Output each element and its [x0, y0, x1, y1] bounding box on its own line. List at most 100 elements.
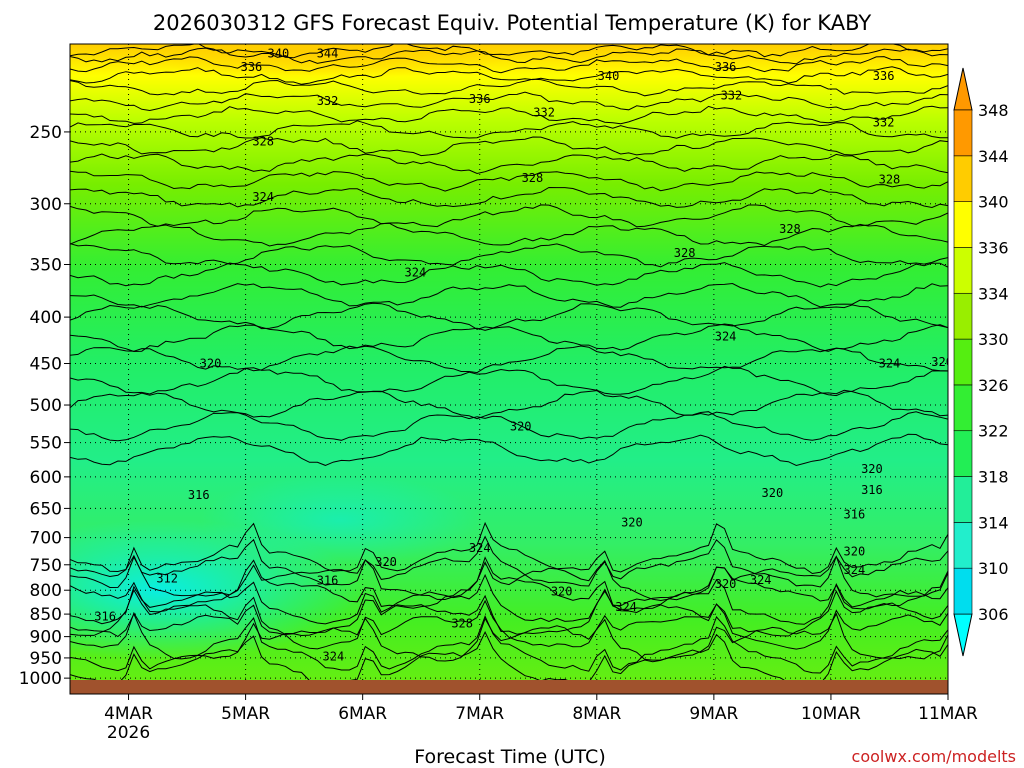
contour-label-text: 324: [715, 329, 737, 343]
contour-label: 316: [861, 483, 883, 497]
x-tick-label: 6MAR: [338, 704, 387, 724]
contour-label-text: 320: [715, 577, 737, 591]
colorbar-tick-label: 340: [978, 193, 1009, 212]
contour-label: 336: [715, 60, 737, 74]
contour-label-text: 336: [873, 69, 895, 83]
contour-label: 324: [405, 265, 427, 279]
colorbar-segment: [953, 338, 973, 386]
contour-label: 316: [317, 574, 339, 588]
contour-label: 320: [200, 357, 222, 371]
contour-line: [70, 612, 948, 662]
contour-label: 324: [844, 563, 866, 577]
contour-line: [70, 186, 948, 209]
colorbar-tick-label: 344: [978, 147, 1009, 166]
contour-label: 332: [721, 89, 743, 103]
contour-line: [70, 78, 948, 97]
contour-label-text: 316: [317, 574, 339, 588]
contour-label-text: 320: [762, 486, 784, 500]
contour-label: 324: [323, 650, 345, 664]
colorbar-segment: [953, 567, 973, 615]
contour-label-text: 328: [674, 246, 696, 260]
contour-label: 320: [375, 555, 397, 569]
contour-line: [70, 365, 948, 397]
contour-label-text: 332: [721, 89, 743, 103]
x-tick-label: 4MAR: [104, 704, 153, 724]
contour-label-text: 328: [522, 171, 544, 185]
contour-label-text: 320: [861, 462, 883, 476]
colorbar-tick-label: 322: [978, 422, 1009, 441]
colorbar-segment: [953, 384, 973, 432]
contour-label-text: 320: [551, 585, 573, 599]
contour-label: 320: [762, 486, 784, 500]
contour-label: 336: [873, 69, 895, 83]
y-axis: 250 300 350 400 450 500 550 600 650 700 750 800 850 9…: [19, 123, 70, 689]
contour-lines: [70, 44, 948, 684]
colorbar-tick-label: 314: [978, 513, 1009, 532]
contour-label: 320: [715, 577, 737, 591]
contour-label-text: 320: [200, 357, 222, 371]
contour-label-text: 324: [844, 563, 866, 577]
contour-line: [70, 282, 948, 308]
contour-label: 336: [241, 60, 263, 74]
plot-area: 336 340 344 340 336 336 336 332 332 332 332 328 328 3…: [70, 44, 948, 684]
x-tick-label: 7MAR: [455, 704, 504, 724]
y-tick-label: 500: [30, 396, 62, 416]
contour-label: 320: [621, 516, 643, 530]
contour-label-text: 312: [156, 572, 178, 586]
contour-label: 324: [750, 573, 772, 587]
y-tick-label: 900: [30, 628, 62, 648]
contour-line: [70, 170, 948, 192]
colorbar-tick-label: 336: [978, 238, 1009, 257]
y-tick-label: 850: [30, 605, 62, 625]
contour-label: 328: [522, 171, 544, 185]
contour-label: 320: [510, 419, 532, 433]
contour-label-text: 324: [879, 357, 901, 371]
contour-line: [70, 630, 948, 684]
contour-label: 328: [252, 134, 274, 148]
contour-line: [70, 614, 948, 674]
contour-line: [70, 588, 948, 637]
y-tick-label: 800: [30, 581, 62, 601]
contour-label-text: 336: [469, 92, 491, 106]
chart-title: 2026030312 GFS Forecast Equiv. Potential…: [153, 11, 871, 35]
contour-label: 324: [252, 190, 274, 204]
contour-label: 336: [469, 92, 491, 106]
contour-line: [70, 554, 948, 602]
y-tick-label: 950: [30, 649, 62, 669]
colorbar-tick-label: 310: [978, 559, 1009, 578]
contour-label: 328: [451, 616, 473, 630]
contour-line: [70, 91, 948, 112]
contour-label-text: 340: [598, 69, 620, 83]
x-tick-label: 11MAR: [918, 704, 978, 724]
contour-label-text: 328: [779, 222, 801, 236]
contour-label: 332: [533, 106, 555, 120]
colorbar-tick-label: 348: [978, 101, 1009, 120]
cool-region-2: [200, 475, 480, 565]
contour-label-text: 340: [268, 47, 290, 61]
contour-label: 324: [879, 357, 901, 371]
colorbar-segment: [953, 247, 973, 294]
contour-label-text: 336: [241, 60, 263, 74]
colorbar-tick-label: 330: [978, 330, 1009, 349]
contour-label: 324: [615, 600, 637, 614]
y-tick-label: 650: [30, 499, 62, 519]
contour-label: 340: [268, 47, 290, 61]
x-tick-label: 5MAR: [221, 704, 270, 724]
contour-label: 312: [156, 572, 178, 586]
contour-label: 316: [844, 507, 866, 521]
contour-line: [70, 302, 948, 330]
colorbar-segment: [953, 476, 973, 523]
contour-label-text: 336: [715, 60, 737, 74]
contour-line: [70, 66, 948, 85]
colorbar-segment: [953, 109, 973, 157]
contour-line: [70, 136, 948, 157]
x-tick-sublabel: 2026: [107, 723, 150, 743]
contour-label: 316: [94, 609, 116, 623]
contour-label-text: 324: [323, 650, 345, 664]
contour-label: 332: [317, 94, 339, 108]
contour-line: [70, 599, 948, 650]
warm-region: [120, 44, 520, 80]
contour-label-text: 320: [375, 555, 397, 569]
